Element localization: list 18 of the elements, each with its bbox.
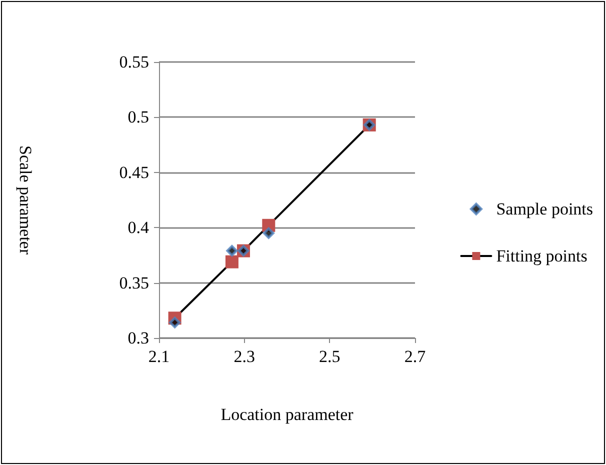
point	[262, 227, 274, 239]
y-tick-label: 0.55	[119, 52, 149, 72]
y-tick-label: 0.45	[119, 162, 149, 182]
y-tick-label: 0.4	[128, 218, 150, 238]
x-tick-label: 2.1	[148, 347, 170, 366]
point	[226, 245, 238, 257]
x-axis-title: Location parameter	[220, 405, 354, 424]
legend-label: Fitting points	[496, 246, 588, 266]
x-tick-label: 2.5	[319, 347, 340, 366]
legend-label: Sample points	[496, 200, 594, 218]
x-tick-label: 2.3	[234, 347, 255, 366]
x-tick-label: 2.7	[404, 347, 426, 366]
y-tick-label: 0.35	[119, 273, 149, 292]
point	[169, 316, 181, 328]
point	[225, 255, 238, 268]
y-tick-label: 0.5	[128, 108, 149, 127]
y-axis-title: Scale parameter	[16, 145, 35, 255]
y-tick-label: 0.3	[128, 328, 149, 348]
